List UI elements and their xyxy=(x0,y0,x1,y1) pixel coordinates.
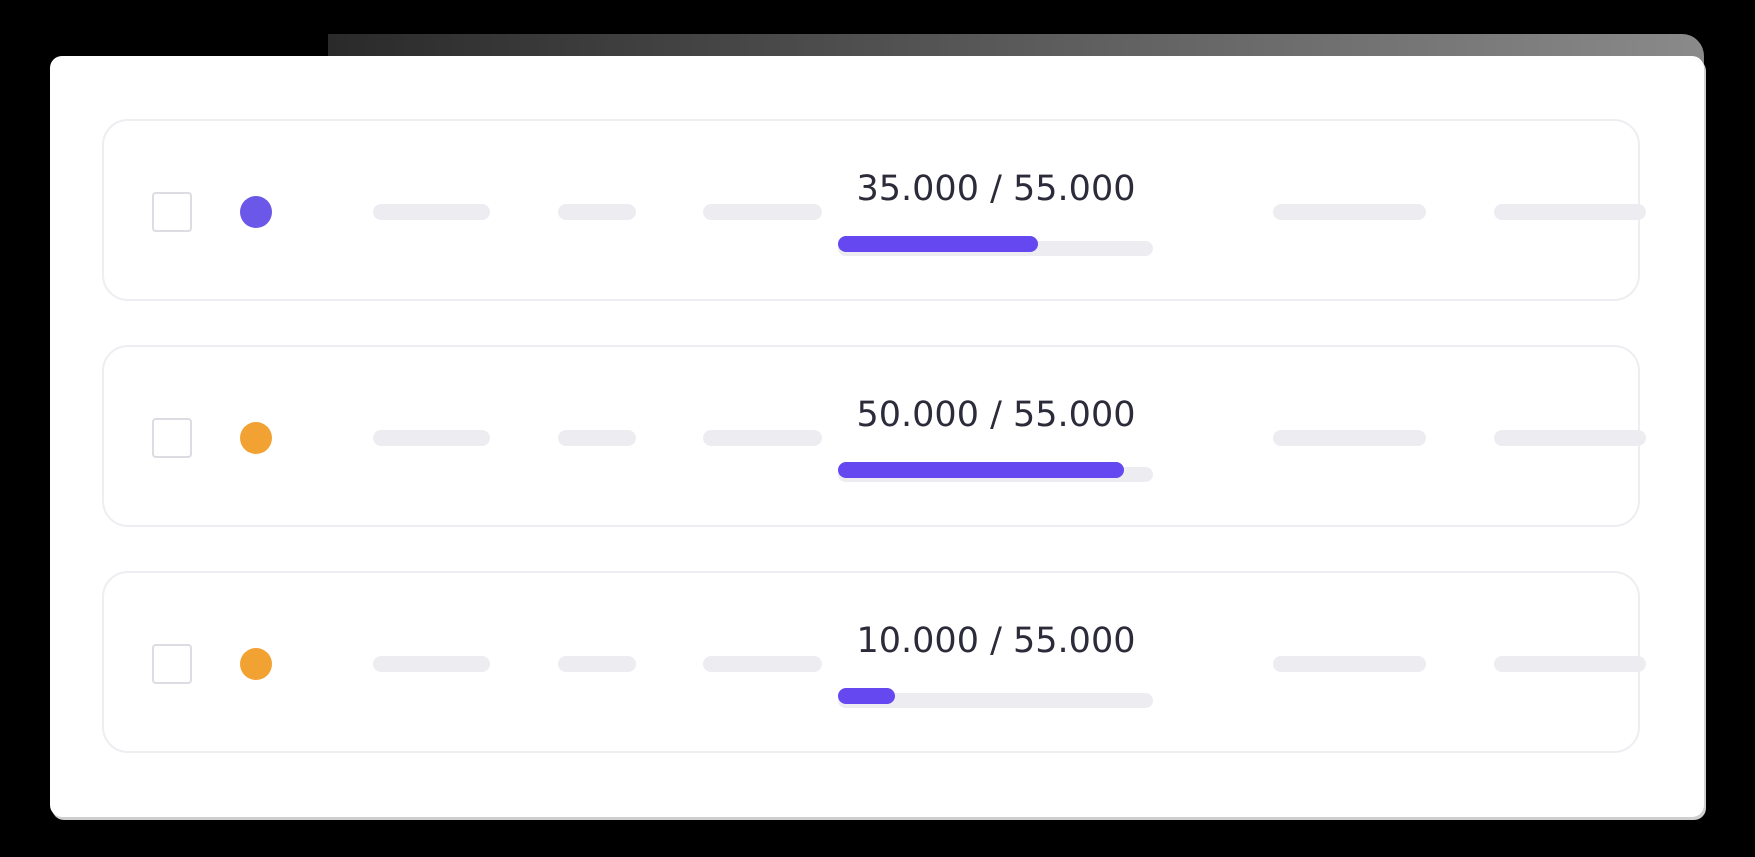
placeholder-bar xyxy=(703,430,822,446)
progress-track xyxy=(838,462,1153,482)
progress-track xyxy=(838,236,1153,256)
placeholder-bar xyxy=(1494,204,1646,220)
checkbox[interactable] xyxy=(152,192,192,232)
checkbox[interactable] xyxy=(152,644,192,684)
progress-fill xyxy=(838,688,896,704)
placeholder-bar xyxy=(373,656,490,672)
placeholder-bar xyxy=(373,430,490,446)
placeholder-bar xyxy=(1494,430,1646,446)
progress-label: 50.000 / 55.000 xyxy=(856,395,1136,435)
checkbox[interactable] xyxy=(152,418,192,458)
placeholder-bar xyxy=(1273,430,1426,446)
progress-fill xyxy=(838,236,1039,252)
status-dot xyxy=(240,422,272,454)
placeholder-bar xyxy=(1494,656,1646,672)
list-row[interactable]: 10.000 / 55.000 xyxy=(102,571,1646,753)
placeholder-bar xyxy=(703,656,822,672)
list-card: 35.000 / 55.000 50.000 / 55.000 10.000 / 5… xyxy=(50,56,1704,817)
progress-fill xyxy=(838,462,1125,478)
placeholder-bar xyxy=(558,430,636,446)
progress-label: 10.000 / 55.000 xyxy=(856,621,1136,661)
status-dot xyxy=(240,648,272,680)
placeholder-bar xyxy=(1273,204,1426,220)
placeholder-bar xyxy=(1273,656,1426,672)
list-row[interactable]: 50.000 / 55.000 xyxy=(102,345,1646,527)
placeholder-bar xyxy=(703,204,822,220)
placeholder-bar xyxy=(558,656,636,672)
status-dot xyxy=(240,196,272,228)
placeholder-bar xyxy=(558,204,636,220)
placeholder-bar xyxy=(373,204,490,220)
list-row[interactable]: 35.000 / 55.000 xyxy=(102,119,1646,301)
progress-track xyxy=(838,688,1153,708)
progress-label: 35.000 / 55.000 xyxy=(856,169,1136,209)
